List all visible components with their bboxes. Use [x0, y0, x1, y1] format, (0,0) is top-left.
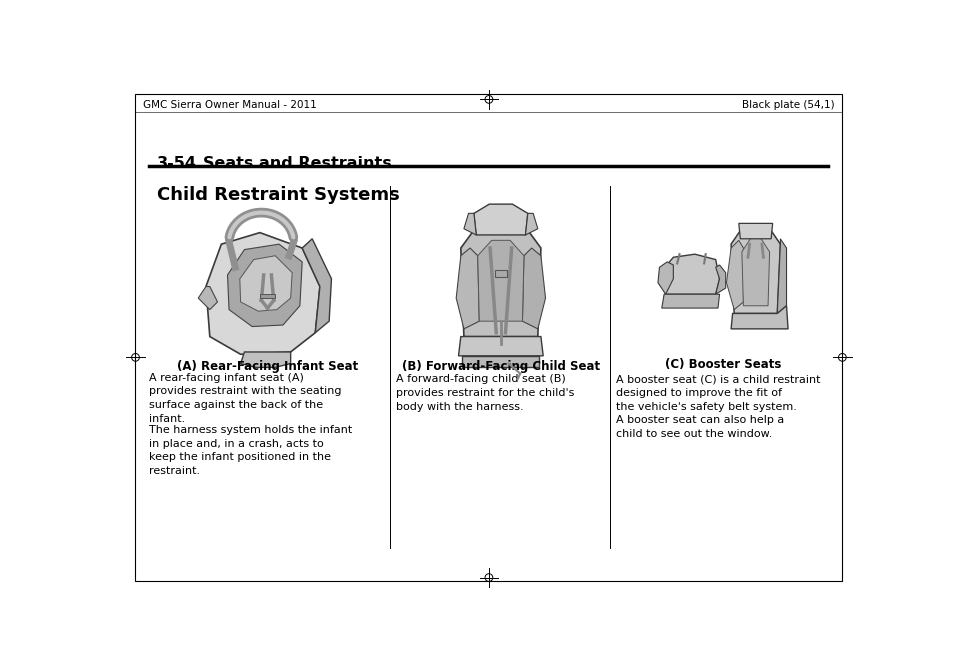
Text: (B) Forward-Facing Child Seat: (B) Forward-Facing Child Seat	[401, 359, 599, 373]
Polygon shape	[730, 306, 787, 329]
Polygon shape	[198, 287, 217, 310]
Text: 3-54: 3-54	[157, 156, 197, 170]
Polygon shape	[456, 248, 478, 329]
Text: (A) Rear-Facing Infant Seat: (A) Rear-Facing Infant Seat	[176, 359, 357, 373]
Text: GMC Sierra Owner Manual - 2011: GMC Sierra Owner Manual - 2011	[143, 100, 316, 110]
Polygon shape	[658, 262, 673, 294]
Polygon shape	[240, 352, 291, 367]
Polygon shape	[302, 238, 331, 333]
Polygon shape	[522, 248, 545, 329]
Polygon shape	[460, 225, 540, 337]
Polygon shape	[259, 294, 275, 298]
Polygon shape	[474, 204, 527, 235]
Polygon shape	[661, 294, 719, 308]
Polygon shape	[227, 244, 302, 327]
Polygon shape	[463, 213, 476, 235]
Text: Black plate (54,1): Black plate (54,1)	[741, 100, 834, 110]
Polygon shape	[741, 236, 769, 306]
Polygon shape	[715, 265, 725, 294]
Text: A forward-facing child seat (B)
provides restraint for the child's
body with the: A forward-facing child seat (B) provides…	[395, 374, 574, 411]
Polygon shape	[725, 240, 742, 310]
Text: A rear-facing infant seat (A)
provides restraint with the seating
surface agains: A rear-facing infant seat (A) provides r…	[150, 373, 341, 424]
Polygon shape	[525, 213, 537, 235]
Text: (C) Booster Seats: (C) Booster Seats	[664, 358, 781, 371]
Polygon shape	[738, 223, 772, 238]
Polygon shape	[495, 271, 506, 277]
Polygon shape	[661, 255, 719, 294]
Polygon shape	[239, 256, 292, 311]
Text: The harness system holds the infant
in place and, in a crash, acts to
keep the i: The harness system holds the infant in p…	[150, 425, 353, 476]
Polygon shape	[730, 225, 780, 313]
Polygon shape	[458, 337, 542, 356]
Text: Child Restraint Systems: Child Restraint Systems	[157, 186, 399, 204]
Polygon shape	[462, 356, 538, 367]
Text: A booster seat (C) is a child restraint
designed to improve the fit of
the vehic: A booster seat (C) is a child restraint …	[616, 374, 820, 439]
Polygon shape	[477, 240, 523, 321]
Text: Seats and Restraints: Seats and Restraints	[203, 156, 392, 170]
Polygon shape	[206, 232, 319, 354]
Polygon shape	[777, 238, 785, 313]
